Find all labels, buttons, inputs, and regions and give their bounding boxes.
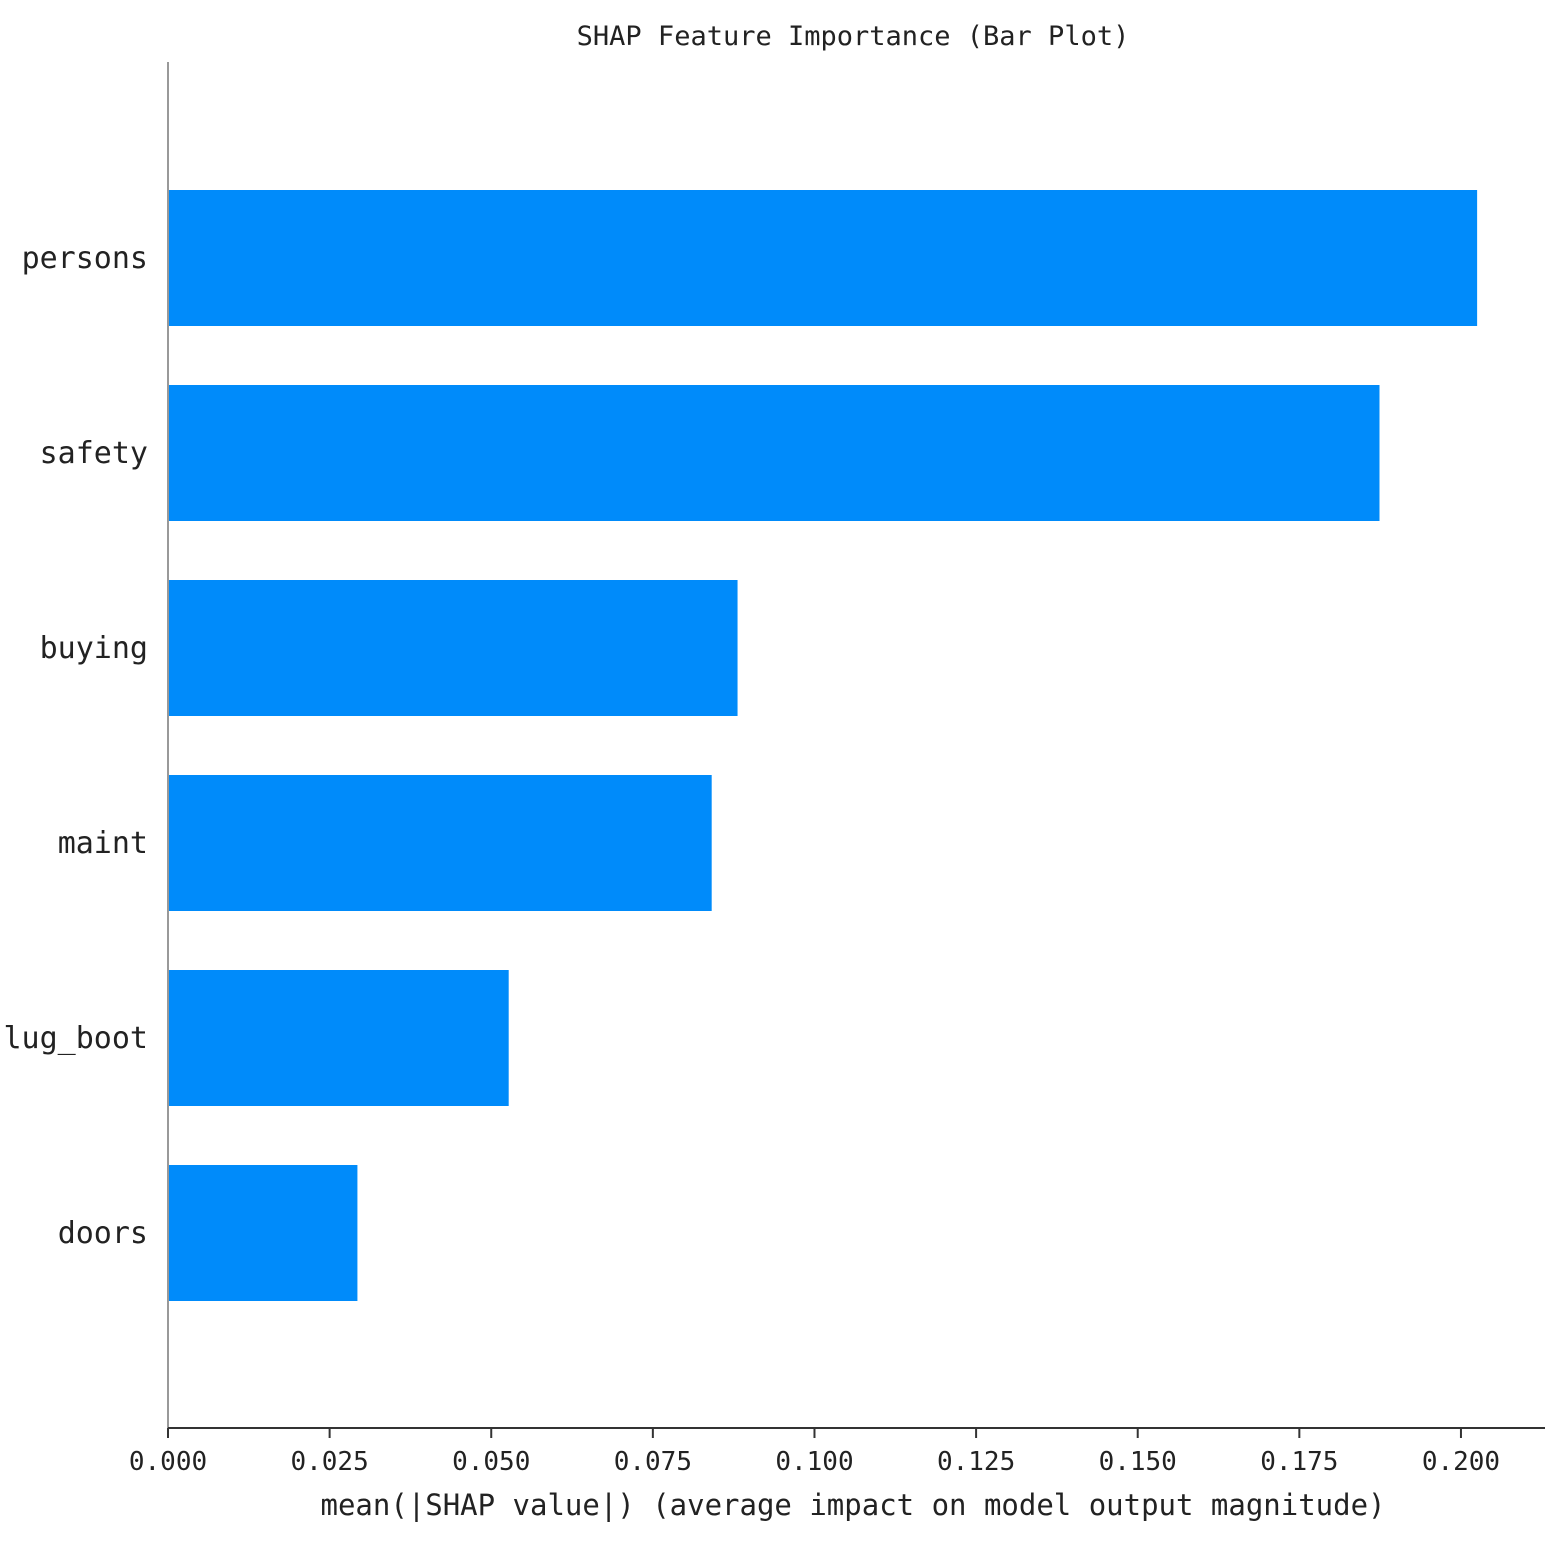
x-tick-label: 0.175	[1260, 1447, 1338, 1477]
y-tick-label: persons	[22, 241, 148, 276]
y-tick-label: lug_boot	[4, 1021, 149, 1056]
x-tick-label: 0.000	[129, 1447, 207, 1477]
y-tick-label: doors	[58, 1216, 148, 1251]
bar-doors	[168, 1165, 358, 1301]
x-tick-label: 0.050	[452, 1447, 530, 1477]
bar-safety	[168, 385, 1380, 521]
x-axis-label: mean(|SHAP value|) (average impact on mo…	[320, 1488, 1385, 1522]
x-tick-label: 0.200	[1422, 1447, 1500, 1477]
y-tick-label: buying	[40, 631, 148, 666]
x-tick-label: 0.100	[775, 1447, 853, 1477]
bars-layer	[168, 190, 1478, 1301]
x-tick-label: 0.125	[937, 1447, 1015, 1477]
x-tick-label: 0.150	[1099, 1447, 1177, 1477]
y-tick-label: safety	[40, 436, 148, 471]
bar-maint	[168, 775, 712, 911]
y-tick-label: maint	[58, 826, 148, 861]
x-tick-label: 0.075	[614, 1447, 692, 1477]
bar-buying	[168, 580, 738, 716]
bar-lug-boot	[168, 970, 509, 1106]
x-axis: 0.000 0.025 0.050 0.075 0.100 0.125 0.150 0.175…	[129, 1427, 1545, 1477]
chart-title: SHAP Feature Importance (Bar Plot)	[577, 21, 1130, 52]
bar-persons	[168, 190, 1478, 326]
x-tick-label: 0.025	[290, 1447, 368, 1477]
